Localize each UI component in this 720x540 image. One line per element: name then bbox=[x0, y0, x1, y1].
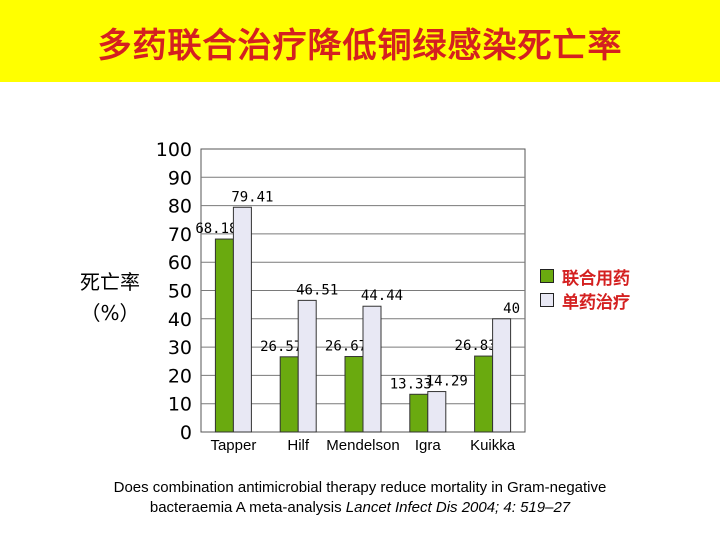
data-label: 40 bbox=[503, 301, 520, 317]
y-tick-label: 100 bbox=[156, 139, 192, 161]
bar bbox=[279, 356, 299, 433]
legend-item-combination: 联合用药 bbox=[540, 264, 630, 289]
citation-line-2: bacteraemia A meta-analysis Lancet Infec… bbox=[0, 498, 720, 518]
data-label: 26.83 bbox=[455, 338, 497, 354]
y-tick-label: 80 bbox=[168, 196, 192, 218]
citation-caption: Does combination antimicrobial therapy r… bbox=[0, 478, 720, 518]
y-tick-label: 90 bbox=[168, 167, 192, 189]
citation-plain: bacteraemia A meta-analysis bbox=[149, 499, 346, 516]
x-tick-label: Tapper bbox=[210, 437, 256, 454]
legend-swatch-combination bbox=[540, 269, 554, 283]
x-tick-label: Hilf bbox=[287, 437, 309, 454]
data-label: 26.57 bbox=[260, 339, 302, 355]
x-tick-label: Kuikka bbox=[470, 437, 516, 454]
y-tick-label: 40 bbox=[168, 309, 192, 331]
y-tick-label: 60 bbox=[168, 252, 192, 274]
citation-journal: Lancet Infect Dis 2004; 4: 519–27 bbox=[345, 499, 571, 516]
citation-line-1: Does combination antimicrobial therapy r… bbox=[113, 479, 607, 496]
y-tick-label: 30 bbox=[168, 337, 192, 359]
bar bbox=[297, 299, 317, 433]
legend-item-mono: 单药治疗 bbox=[540, 288, 630, 313]
data-label: 14.29 bbox=[426, 374, 468, 390]
legend-label-mono: 单药治疗 bbox=[562, 292, 630, 313]
data-label: 13.33 bbox=[390, 376, 432, 392]
x-tick-label: Mendelson bbox=[326, 437, 399, 454]
title-bar bbox=[0, 0, 720, 82]
bar bbox=[214, 238, 234, 433]
bar bbox=[232, 206, 252, 433]
data-label: 44.44 bbox=[361, 288, 403, 304]
data-label: 46.51 bbox=[296, 282, 338, 298]
bar bbox=[362, 305, 382, 433]
legend: 联合用药 单药治疗 bbox=[540, 264, 630, 313]
y-axis-label: 死亡率 （%） bbox=[60, 266, 160, 326]
data-label: 79.41 bbox=[231, 189, 273, 205]
y-tick-label: 10 bbox=[168, 394, 192, 416]
y-tick-label: 50 bbox=[168, 281, 192, 303]
data-label: 68.18 bbox=[195, 221, 237, 237]
x-tick-label: Igra bbox=[415, 437, 442, 454]
bar bbox=[344, 356, 364, 433]
bar bbox=[427, 391, 447, 433]
y-tick-label: 0 bbox=[180, 422, 192, 444]
bar bbox=[409, 393, 429, 433]
legend-label-combination: 联合用药 bbox=[562, 268, 630, 289]
y-tick-label: 20 bbox=[168, 365, 192, 387]
slide-title: 多药联合治疗降低铜绿感染死亡率 bbox=[97, 26, 623, 66]
y-tick-label: 70 bbox=[168, 224, 192, 246]
y-axis-label-text: 死亡率 bbox=[80, 270, 140, 294]
data-label: 26.67 bbox=[325, 339, 367, 355]
bar bbox=[492, 318, 512, 433]
bar bbox=[474, 355, 494, 433]
legend-swatch-mono bbox=[540, 293, 554, 307]
y-axis-unit: （%） bbox=[80, 301, 140, 325]
